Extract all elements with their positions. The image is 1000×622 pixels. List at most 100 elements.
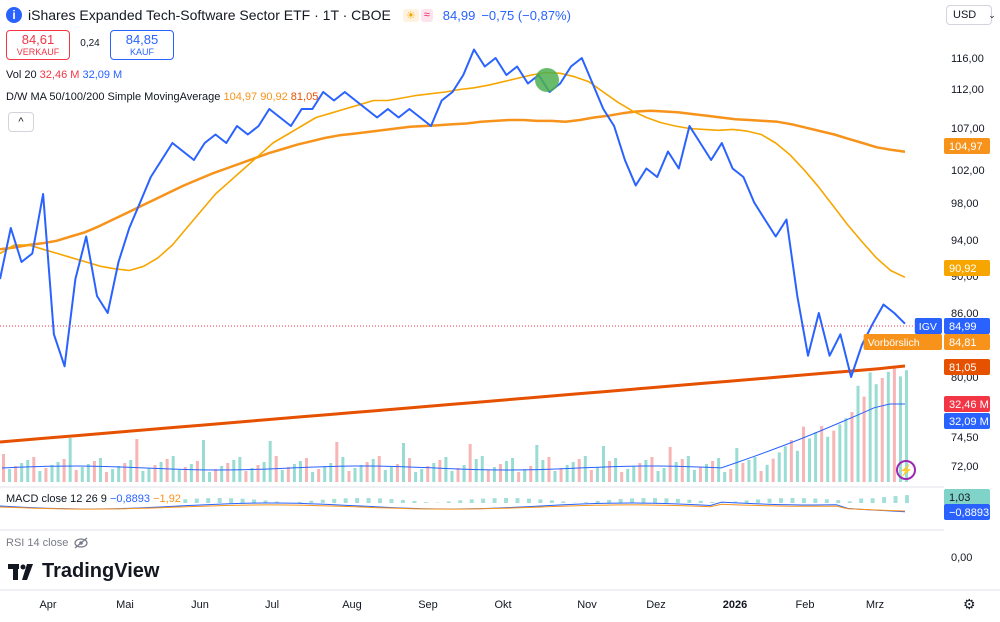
macd-histogram-bar bbox=[595, 500, 600, 503]
macd-histogram-bar bbox=[274, 501, 279, 503]
buy-button[interactable]: 84,85 KAUF bbox=[110, 30, 174, 60]
eye-hidden-icon[interactable] bbox=[74, 537, 88, 549]
macd-histogram-bar bbox=[836, 500, 841, 503]
macd-histogram-bar bbox=[194, 498, 199, 503]
volume-bar bbox=[571, 462, 575, 482]
volume-bar bbox=[292, 464, 296, 482]
volume-bar bbox=[353, 468, 357, 482]
ma-label: D/W MA 50/100/200 Simple MovingAverage bbox=[6, 91, 221, 103]
volume-bar bbox=[420, 469, 424, 482]
volume-ma-line bbox=[1, 403, 905, 471]
volume-bar bbox=[517, 472, 521, 482]
volume-bar bbox=[98, 458, 102, 482]
macd-histogram-bar bbox=[183, 499, 188, 503]
volume-bar bbox=[789, 440, 793, 482]
volume-bar bbox=[153, 465, 157, 482]
macd-histogram-bar bbox=[733, 501, 738, 503]
volume-bar bbox=[383, 470, 387, 482]
volume-bar bbox=[735, 448, 739, 482]
volume-bar bbox=[783, 446, 787, 482]
volume-bar bbox=[886, 371, 890, 482]
macd-histogram-bar bbox=[664, 498, 669, 503]
buy-label: KAUF bbox=[129, 46, 154, 57]
ma-legend[interactable]: D/W MA 50/100/200 Simple MovingAverage 1… bbox=[6, 91, 318, 103]
volume-bar bbox=[426, 466, 430, 482]
macd-legend[interactable]: MACD close 12 26 9 −0,8893 −1,92 bbox=[6, 493, 181, 505]
volume-bar bbox=[905, 370, 908, 482]
x-tick-label: Feb bbox=[796, 599, 815, 611]
price-line bbox=[0, 48, 906, 378]
value-badge-label: 32,09 M bbox=[949, 416, 989, 428]
macd-histogram-bar bbox=[309, 500, 314, 503]
settings-gear-icon[interactable]: ⚙ bbox=[963, 596, 976, 612]
sell-button[interactable]: 84,61 VERKAUF bbox=[6, 30, 70, 60]
collapse-legend-button[interactable]: ^ bbox=[8, 112, 34, 132]
macd-histogram-bar bbox=[870, 498, 875, 503]
tradingview-logo[interactable]: TradingView bbox=[8, 560, 159, 583]
volume-bar bbox=[838, 424, 842, 482]
macd-histogram-bar bbox=[378, 498, 383, 503]
volume-bar bbox=[80, 467, 84, 482]
volume-bar bbox=[117, 466, 121, 482]
volume-bar bbox=[644, 460, 648, 482]
macd-histogram-bar bbox=[412, 500, 417, 503]
wave-icon[interactable]: ≈ bbox=[420, 8, 433, 22]
value-badge bbox=[944, 396, 990, 412]
volume-bar bbox=[892, 365, 896, 482]
signal-line bbox=[0, 503, 906, 512]
volume-bar bbox=[795, 450, 799, 482]
volume-bar bbox=[686, 456, 690, 482]
lightning-icon[interactable]: ⚡ bbox=[896, 460, 916, 480]
macd-histogram-bar bbox=[423, 502, 428, 503]
ma100-line bbox=[0, 109, 906, 251]
volume-bar bbox=[208, 472, 212, 482]
macd-histogram-bar bbox=[526, 498, 531, 503]
x-tick-label: Mrz bbox=[866, 599, 884, 611]
y-tick-label: 94,00 bbox=[951, 235, 979, 247]
volume-bar bbox=[729, 469, 733, 482]
volume-bar bbox=[705, 464, 709, 482]
symbol-title[interactable]: iShares Expanded Tech-Software Sector ET… bbox=[28, 7, 391, 23]
macd-histogram-bar bbox=[698, 500, 703, 503]
volume-bar bbox=[456, 468, 460, 482]
macd-histogram-bar bbox=[675, 498, 680, 503]
volume-bar bbox=[601, 446, 605, 482]
macd-histogram-bar bbox=[813, 498, 818, 503]
volume-bar bbox=[232, 460, 236, 482]
x-tick-label: Aug bbox=[342, 599, 362, 611]
brand-name: TradingView bbox=[42, 560, 160, 582]
volume-bar bbox=[529, 466, 533, 482]
price-change: −0,75 (−0,87%) bbox=[481, 7, 571, 23]
macd-histogram-bar bbox=[515, 498, 520, 503]
volume-bar bbox=[280, 470, 284, 482]
sell-price: 84,61 bbox=[21, 31, 55, 47]
ticker-badge-label: IGV bbox=[919, 321, 937, 333]
macd-histogram-bar bbox=[756, 499, 761, 503]
volume-bar bbox=[68, 438, 72, 482]
value-badge bbox=[944, 504, 990, 520]
volume-bar bbox=[8, 469, 12, 482]
rsi-legend[interactable]: RSI 14 close bbox=[6, 537, 88, 549]
ma-value-1: 104,97 bbox=[223, 91, 258, 103]
volume-bar bbox=[159, 462, 163, 482]
volume-bar bbox=[305, 458, 309, 482]
volume-bar bbox=[874, 384, 878, 482]
volume-value-1: 32,46 M bbox=[39, 69, 80, 81]
info-icon[interactable]: i bbox=[6, 7, 22, 23]
macd-histogram-bar bbox=[847, 501, 852, 503]
volume-bar bbox=[177, 470, 181, 482]
volume-legend[interactable]: Vol 20 32,46 M 32,09 M bbox=[6, 69, 122, 81]
sun-icon[interactable]: ☀ bbox=[402, 8, 419, 22]
volume-bar bbox=[662, 468, 666, 482]
volume-bar bbox=[474, 459, 478, 482]
macd-histogram-bar bbox=[217, 498, 222, 503]
volume-bar bbox=[450, 471, 454, 482]
macd-histogram-bar bbox=[893, 495, 898, 503]
volume-bar bbox=[147, 468, 151, 482]
currency-select[interactable]: USD ⌄ bbox=[946, 5, 996, 25]
volume-bar bbox=[92, 461, 96, 482]
volume-bar bbox=[462, 465, 466, 482]
volume-bar bbox=[444, 457, 448, 482]
volume-bar bbox=[747, 460, 751, 482]
